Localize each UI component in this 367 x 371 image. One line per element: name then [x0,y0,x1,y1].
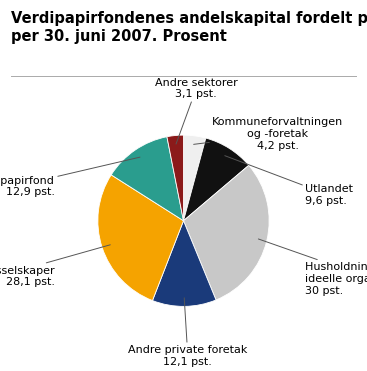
Wedge shape [111,137,184,221]
Wedge shape [152,221,216,306]
Wedge shape [184,138,249,221]
Text: Husholdninger inkludert
ideelle organisasjoner
30 pst.: Husholdninger inkludert ideelle organisa… [258,239,367,296]
Text: Verdipapirfondenes andelskapital fordelt på eiersektorer
per 30. juni 2007. Pros: Verdipapirfondenes andelskapital fordelt… [11,9,367,44]
Text: Andre private foretak
12,1 pst.: Andre private foretak 12,1 pst. [128,298,247,367]
Wedge shape [184,165,269,300]
Text: Forsikringsselskaper
28,1 pst.: Forsikringsselskaper 28,1 pst. [0,245,110,287]
Text: Kommuneforvaltningen
og -foretak
4,2 pst.: Kommuneforvaltningen og -foretak 4,2 pst… [194,117,343,151]
Wedge shape [184,135,206,221]
Text: Utlandet
9,6 pst.: Utlandet 9,6 pst. [225,156,353,206]
Text: Andre sektorer
3,1 pst.: Andre sektorer 3,1 pst. [155,78,238,144]
Wedge shape [98,175,184,301]
Text: Verdipapirfond
12,9 pst.: Verdipapirfond 12,9 pst. [0,157,140,197]
Wedge shape [167,135,184,221]
